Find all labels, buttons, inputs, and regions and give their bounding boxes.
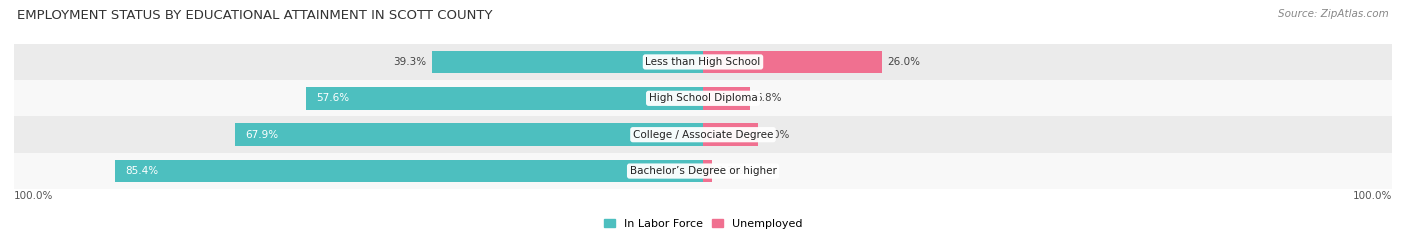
Legend: In Labor Force, Unemployed: In Labor Force, Unemployed <box>599 214 807 233</box>
Text: 57.6%: 57.6% <box>316 93 350 103</box>
Bar <box>115 160 703 182</box>
Text: 100.0%: 100.0% <box>1353 192 1392 201</box>
Text: 6.8%: 6.8% <box>755 93 782 103</box>
Text: Bachelor’s Degree or higher: Bachelor’s Degree or higher <box>630 166 776 176</box>
Text: College / Associate Degree: College / Associate Degree <box>633 130 773 140</box>
Bar <box>703 160 711 182</box>
Text: Less than High School: Less than High School <box>645 57 761 67</box>
Text: 39.3%: 39.3% <box>394 57 427 67</box>
Bar <box>703 87 749 110</box>
Bar <box>703 51 882 73</box>
Bar <box>14 153 1392 189</box>
Text: 8.0%: 8.0% <box>763 130 790 140</box>
Text: Source: ZipAtlas.com: Source: ZipAtlas.com <box>1278 9 1389 19</box>
Text: High School Diploma: High School Diploma <box>648 93 758 103</box>
Bar <box>14 80 1392 116</box>
Text: 100.0%: 100.0% <box>14 192 53 201</box>
Bar <box>703 123 758 146</box>
Text: EMPLOYMENT STATUS BY EDUCATIONAL ATTAINMENT IN SCOTT COUNTY: EMPLOYMENT STATUS BY EDUCATIONAL ATTAINM… <box>17 9 492 22</box>
Text: 26.0%: 26.0% <box>887 57 921 67</box>
Bar <box>14 44 1392 80</box>
Bar <box>432 51 703 73</box>
Bar <box>235 123 703 146</box>
Bar <box>14 116 1392 153</box>
Bar <box>307 87 703 110</box>
Text: 85.4%: 85.4% <box>125 166 157 176</box>
Text: 1.3%: 1.3% <box>717 166 744 176</box>
Text: 67.9%: 67.9% <box>246 130 278 140</box>
